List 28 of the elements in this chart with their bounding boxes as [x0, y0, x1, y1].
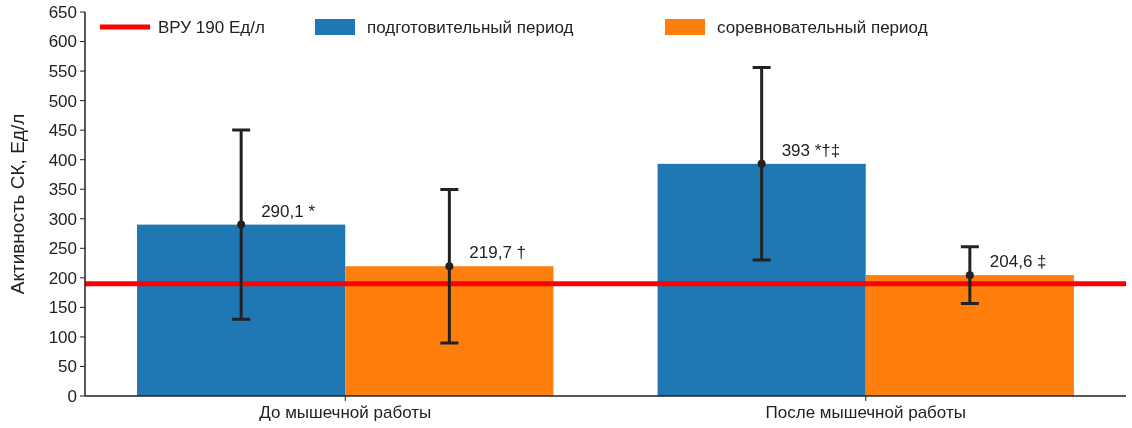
- y-tick-label: 600: [48, 32, 77, 52]
- y-tick-label: 400: [48, 150, 77, 170]
- y-tick-label: 250: [48, 239, 77, 259]
- y-tick-label: 100: [48, 327, 77, 347]
- y-tick-label: 0: [67, 386, 77, 406]
- bar: [345, 266, 554, 396]
- y-tick-label: 300: [48, 209, 77, 229]
- data-label: 204,6 ‡: [989, 252, 1047, 272]
- y-tick-label: 450: [48, 121, 77, 141]
- data-label: 219,7 †: [469, 243, 527, 263]
- bar: [137, 224, 346, 396]
- x-tick-label: После мышечной работы: [765, 403, 966, 422]
- y-tick-label: 500: [48, 91, 77, 111]
- y-tick-label: 200: [48, 268, 77, 288]
- legend-label: подготовительный период: [367, 18, 574, 37]
- data-label: 290,1 *: [261, 201, 316, 221]
- y-tick-label: 650: [48, 2, 77, 22]
- data-label: 393 *†‡: [781, 140, 841, 160]
- y-tick-label: 350: [48, 180, 77, 200]
- y-tick-label: 550: [48, 62, 77, 82]
- legend-label: ВРУ 190 Ед/л: [158, 18, 265, 37]
- bar: [865, 275, 1074, 396]
- legend-label: соревновательный период: [717, 18, 928, 37]
- bar: [657, 163, 866, 396]
- x-tick-label: До мышечной работы: [259, 403, 432, 422]
- y-tick-label: 150: [48, 298, 77, 318]
- y-axis-title: Активность СК, Ед/л: [7, 113, 28, 295]
- y-tick-label: 50: [58, 357, 77, 377]
